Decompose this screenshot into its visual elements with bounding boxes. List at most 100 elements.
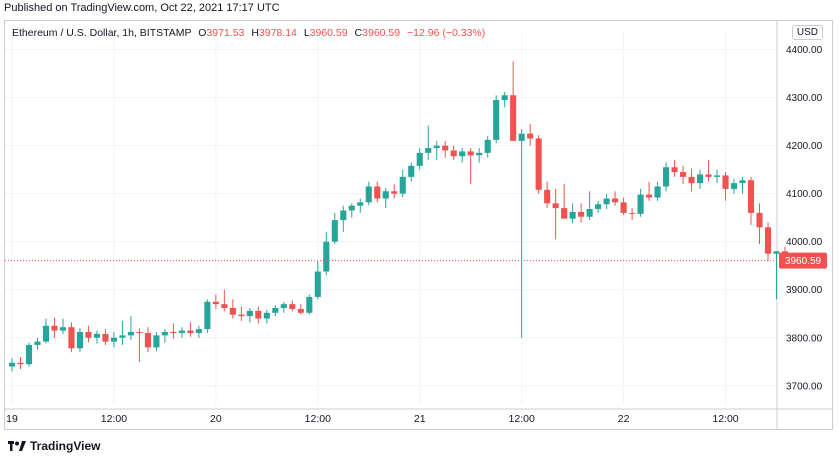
change-value: −12.96 (−0.33%) [407, 27, 486, 39]
open-label: O [198, 27, 207, 39]
candle-body[interactable] [510, 95, 517, 141]
candle-body[interactable] [212, 301, 219, 305]
candle-body[interactable] [144, 332, 151, 348]
candle-body[interactable] [425, 148, 432, 153]
candle-body[interactable] [357, 202, 364, 206]
candle-body[interactable] [416, 152, 423, 166]
candle-body[interactable] [280, 304, 287, 308]
candle-body[interactable] [365, 186, 372, 203]
candle-body[interactable] [569, 211, 576, 219]
candle-body[interactable] [578, 211, 585, 217]
candle-body[interactable] [679, 172, 687, 177]
candle-body[interactable] [374, 186, 381, 199]
candle-body[interactable] [408, 165, 415, 177]
candle-body[interactable] [102, 333, 109, 342]
candle-body[interactable] [637, 194, 644, 214]
candle-body[interactable] [595, 204, 602, 210]
candle-body[interactable] [246, 310, 253, 317]
candle-body[interactable] [34, 341, 41, 345]
candle-body[interactable] [629, 212, 636, 214]
candle-body[interactable] [238, 314, 245, 317]
candle-body[interactable] [229, 307, 236, 315]
candle-body[interactable] [297, 308, 304, 313]
candle-body[interactable] [773, 251, 780, 254]
currency-button[interactable]: USD [791, 25, 823, 40]
published-note: Published on TradingView.com, Oct 22, 20… [4, 2, 280, 14]
candle-body[interactable] [263, 312, 270, 319]
candle-body[interactable] [527, 133, 534, 139]
x-tick-label: 12:00 [509, 413, 535, 425]
candle-body[interactable] [620, 202, 627, 213]
candle-body[interactable] [59, 327, 67, 331]
candle-body[interactable] [561, 208, 568, 219]
candle-body[interactable] [442, 145, 449, 151]
candle-body[interactable] [671, 167, 678, 173]
candle-body[interactable] [340, 210, 347, 221]
candle-body[interactable] [535, 138, 542, 190]
candle-body[interactable] [663, 167, 670, 187]
candle-body[interactable] [433, 145, 440, 149]
candle-body[interactable] [127, 332, 134, 336]
candle-body[interactable] [756, 212, 763, 228]
candle-body[interactable] [17, 362, 24, 365]
candle-body[interactable] [314, 271, 321, 297]
candle-body[interactable] [586, 209, 593, 217]
candle-body[interactable] [323, 241, 330, 272]
candle-body[interactable] [110, 337, 117, 342]
candle-body[interactable] [459, 151, 466, 157]
candle-body[interactable] [467, 151, 474, 156]
candle-body[interactable] [544, 189, 551, 204]
candle-body[interactable] [331, 220, 338, 242]
candle-body[interactable] [696, 174, 704, 184]
candle-body[interactable] [161, 332, 168, 336]
x-tick-label: 20 [210, 413, 222, 425]
candle-body[interactable] [272, 307, 279, 313]
candle-body[interactable] [612, 198, 619, 203]
candle-body[interactable] [119, 335, 126, 338]
candle-body[interactable] [204, 301, 211, 330]
candle-body[interactable] [391, 191, 398, 194]
candle-body[interactable] [85, 332, 92, 338]
candle-body[interactable] [705, 174, 712, 177]
candle-body[interactable] [739, 180, 746, 184]
candle-body[interactable] [688, 176, 695, 184]
candle-body[interactable] [25, 344, 33, 365]
candle-body[interactable] [646, 194, 653, 198]
candle-body[interactable] [195, 329, 202, 333]
candle-body[interactable] [348, 205, 355, 211]
candle-body[interactable] [76, 332, 84, 349]
candle-body[interactable] [382, 191, 389, 199]
candle-body[interactable] [153, 335, 160, 348]
candle-body[interactable] [170, 332, 177, 333]
candle-body[interactable] [187, 330, 194, 333]
candle-body[interactable] [493, 100, 500, 140]
candle-body[interactable] [42, 325, 50, 342]
candle-body[interactable] [713, 175, 721, 177]
footer-brand[interactable]: TradingView [8, 439, 100, 453]
candle-body[interactable] [484, 139, 491, 153]
candle-body[interactable] [8, 362, 16, 367]
candle-body[interactable] [518, 133, 525, 141]
candle-body[interactable] [221, 304, 228, 308]
candle-body[interactable] [730, 183, 738, 189]
candle-body[interactable] [93, 333, 101, 338]
candle-body[interactable] [306, 296, 313, 313]
candle-body[interactable] [450, 150, 457, 157]
candle-body[interactable] [399, 176, 406, 194]
low-label: L [303, 27, 310, 39]
candle-body[interactable] [289, 304, 296, 309]
candle-body[interactable] [603, 198, 610, 205]
candle-body[interactable] [747, 180, 755, 213]
candle-body[interactable] [476, 152, 483, 156]
candle-body[interactable] [552, 203, 559, 209]
candle-body[interactable] [68, 327, 75, 349]
candle-body[interactable] [255, 310, 262, 319]
candle-body[interactable] [722, 175, 729, 189]
candle-body[interactable] [51, 325, 58, 331]
candle-body[interactable] [501, 95, 508, 101]
candle-body[interactable] [764, 227, 772, 254]
candle-body[interactable] [654, 186, 661, 198]
candle-body[interactable] [136, 332, 143, 333]
candle-body[interactable] [178, 330, 185, 333]
